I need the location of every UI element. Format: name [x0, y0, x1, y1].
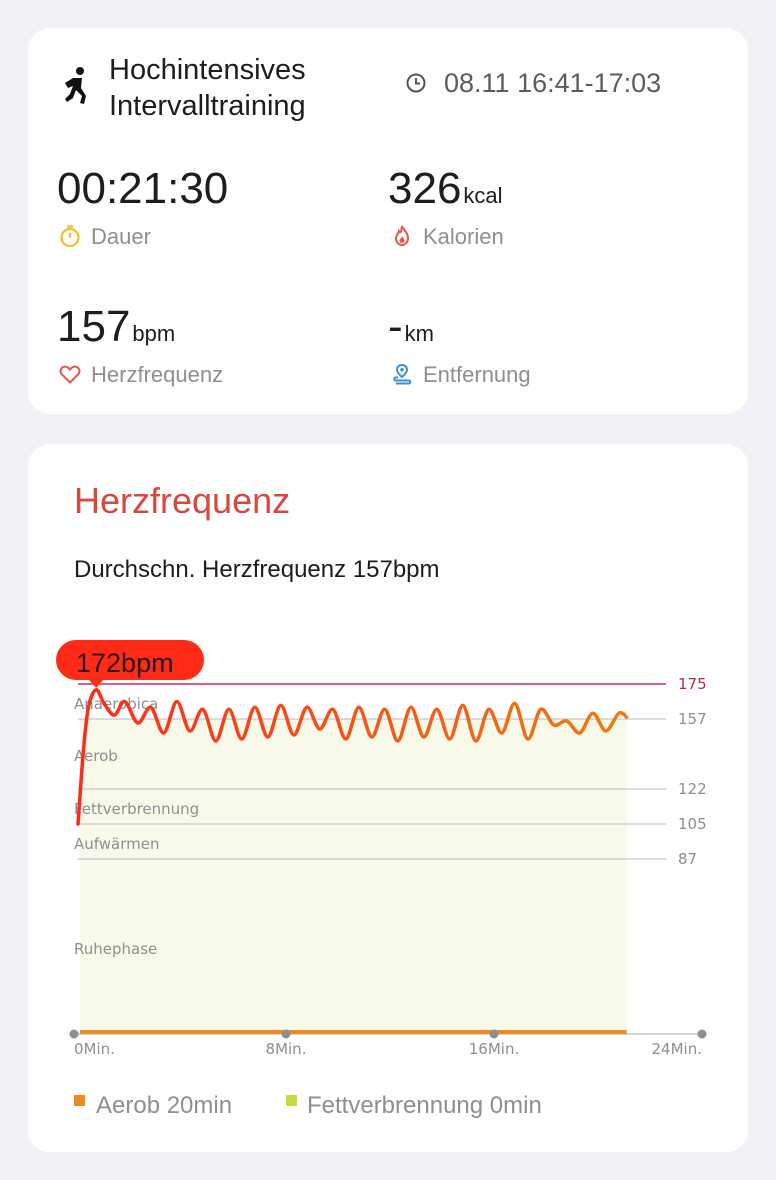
- heart-rate-chart: 17515712210587GefährlichAnaerobicaAerobF…: [56, 640, 707, 1058]
- distance-stat: -km: [388, 302, 434, 352]
- flame-icon: [394, 225, 410, 247]
- calories-unit: kcal: [463, 183, 503, 208]
- workout-time: 08.11 16:41-17:03: [444, 68, 662, 98]
- duration-value: 00:21:30: [57, 164, 229, 213]
- workout-summary-card: Hochintensives Intervalltraining 08.11 1…: [28, 28, 748, 414]
- x-tick-dot-1: [281, 1029, 291, 1039]
- average-heart-rate-text: Durchschn. Herzfrequenz 157bpm: [74, 556, 440, 583]
- zone-label-fettverbrennung: Fettverbrennung: [74, 800, 199, 818]
- distance-value: -: [388, 302, 403, 351]
- x-tick-dot-0: [69, 1029, 79, 1039]
- clock-icon: [406, 73, 426, 93]
- x-tick-2: 16Min.: [469, 1040, 519, 1058]
- peak-label: 172bpm: [76, 648, 174, 678]
- calories-stat: 326kcal: [388, 164, 503, 214]
- heart-rate-line: [76, 688, 629, 826]
- location-pin-icon: [393, 363, 412, 385]
- heart-icon: [59, 365, 81, 384]
- calories-value: 326: [388, 164, 462, 213]
- distance-unit: km: [404, 321, 434, 346]
- legend-aerob-swatch: [74, 1095, 85, 1106]
- duration-label: Dauer: [91, 224, 151, 249]
- y-tick-157: 157: [678, 710, 707, 728]
- zone-label-ruhephase: Ruhephase: [74, 940, 157, 958]
- zone-label-aufwärmen: Aufwärmen: [74, 835, 160, 853]
- activity-title: Hochintensives Intervalltraining: [109, 54, 306, 122]
- heart-rate-label: Herzfrequenz: [91, 362, 224, 387]
- aerob-zone-fill: [80, 719, 627, 1034]
- zone-label-aerob: Aerob: [74, 747, 118, 765]
- stopwatch-icon: [60, 225, 80, 248]
- y-tick-122: 122: [678, 780, 707, 798]
- peak-bubble-pointer: [89, 680, 104, 688]
- legend-fettverbrennung-label: Fettverbrennung 0min: [307, 1092, 542, 1119]
- y-tick-87: 87: [678, 850, 697, 868]
- distance-label: Entfernung: [423, 362, 531, 387]
- peak-bubble: [56, 640, 204, 680]
- y-tick-175: 175: [678, 675, 707, 693]
- x-tick-1: 8Min.: [266, 1040, 307, 1058]
- heart-rate-unit: bpm: [132, 321, 176, 346]
- hiit-running-figure-icon: [65, 67, 86, 104]
- legend-aerob-label: Aerob 20min: [96, 1092, 233, 1119]
- heart-rate-value: 157: [57, 302, 131, 351]
- zone-label-anaerobica: Anaerobica: [74, 695, 158, 713]
- heart-rate-card: Herzfrequenz Durchschn. Herzfrequenz 157…: [28, 444, 748, 1152]
- x-tick-dot-2: [489, 1029, 499, 1039]
- x-tick-dot-3: [697, 1029, 707, 1039]
- x-tick-3: 24Min.: [652, 1040, 702, 1058]
- legend-fettverbrennung-swatch: [286, 1095, 297, 1106]
- y-tick-105: 105: [678, 815, 707, 833]
- heart-rate-section-title: Herzfrequenz: [74, 480, 291, 521]
- heart-rate-stat: 157bpm: [57, 302, 175, 352]
- x-tick-0: 0Min.: [74, 1040, 115, 1058]
- calories-label: Kalorien: [423, 224, 504, 249]
